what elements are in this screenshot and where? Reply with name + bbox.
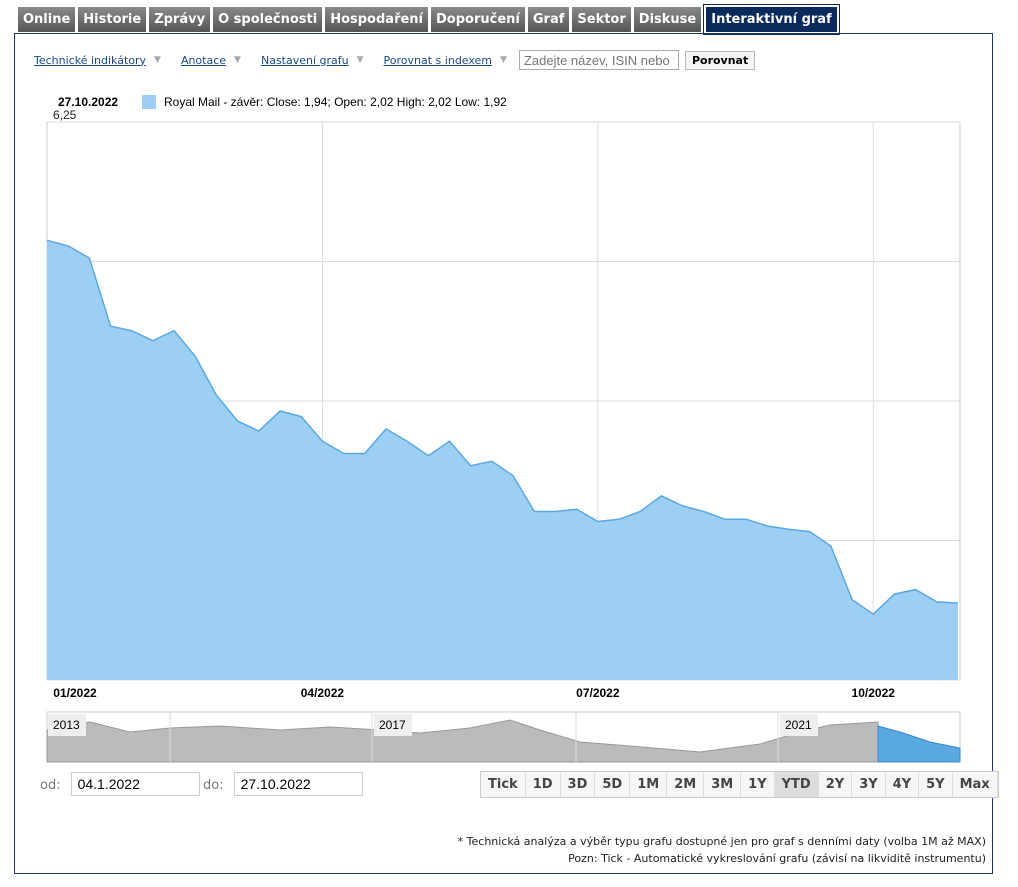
navigator-label: 2013 (53, 718, 80, 732)
tab[interactable]: Zprávy (149, 7, 211, 32)
tab[interactable]: Online (18, 7, 76, 32)
legend-date: 27.10.2022 (58, 95, 118, 109)
from-input[interactable] (70, 772, 200, 796)
tab[interactable]: O společnosti (213, 7, 323, 32)
period-button[interactable]: 1D (525, 772, 561, 797)
period-button[interactable]: YTD (774, 772, 819, 797)
legend-label: Royal Mail - závěr: Close: 1,94; Open: 2… (164, 95, 507, 109)
period-button[interactable]: Tick (481, 772, 526, 797)
period-button[interactable]: 2Y (818, 772, 853, 797)
to-range: do: (203, 772, 363, 796)
tab[interactable]: Sektor (572, 7, 631, 32)
dropdown-arrow: ▼ (500, 55, 507, 65)
tab[interactable]: Diskuse (633, 7, 702, 32)
period-button[interactable]: 3M (704, 772, 742, 797)
period-button[interactable]: 3Y (852, 772, 886, 797)
compare-button[interactable]: Porovnat (684, 50, 756, 70)
tab[interactable]: Doporučení (431, 7, 525, 32)
note: Pozn: Tick - Automatické vykreslování gr… (568, 852, 986, 865)
tabs: Online Historie Zprávy O společnosti Hospoda… (18, 4, 840, 35)
x-tick-label: 10/2022 (852, 686, 896, 700)
navigator-label: 2021 (785, 718, 812, 732)
period-button[interactable]: 5Y (919, 772, 953, 797)
y-tick-label: 6,25 (53, 108, 77, 122)
navigator-label-bg (374, 714, 412, 736)
from-label: od: (40, 778, 61, 793)
period-button[interactable]: 1M (630, 772, 668, 797)
dropdown-arrow: ▼ (234, 55, 241, 65)
navigator-label: 2017 (379, 718, 406, 732)
tab[interactable]: Historie (78, 7, 147, 32)
period-button[interactable]: 2M (667, 772, 705, 797)
panel (14, 33, 993, 874)
to-label: do: (203, 778, 224, 793)
toolbar: Technické indikátory ▼ Anotace ▼ Nastavení g… (34, 50, 756, 70)
line (46, 239, 959, 616)
toolbar-link[interactable]: Technické indikátory (34, 53, 147, 67)
toolbar-link[interactable]: Porovnat s indexem (383, 53, 493, 67)
x-tick-label: 07/2022 (576, 686, 620, 700)
navigator-label-bg (780, 714, 818, 736)
legend-swatch (142, 95, 156, 109)
to-input[interactable] (233, 772, 363, 796)
period-button[interactable]: 5D (595, 772, 631, 797)
navigator-history (46, 719, 879, 763)
toolbar-link[interactable]: Anotace (180, 53, 227, 67)
notes: * Technická analýza a výběr typu grafu d… (458, 833, 986, 867)
period-buttons: Tick 1D 3D 5D 1M 2M 3M 1Y YTD 2Y 3Y 4Y 5Y Max (480, 771, 999, 798)
navigator-label-bg (48, 714, 86, 736)
search-input[interactable] (518, 50, 679, 70)
x-tick-label: 04/2022 (301, 686, 345, 700)
period-button[interactable]: 1Y (741, 772, 775, 797)
tab[interactable]: Graf (527, 7, 570, 32)
period-button[interactable]: 3D (560, 772, 596, 797)
navigator-selection (877, 725, 961, 763)
area (47, 240, 958, 681)
period-button[interactable]: Max (952, 772, 998, 797)
tab[interactable]: Hospodaření (325, 7, 429, 32)
period-button[interactable]: 4Y (885, 772, 920, 797)
dropdown-arrow: ▼ (356, 55, 364, 65)
dropdown-arrow: ▼ (154, 55, 161, 65)
from-range: od: (40, 772, 200, 796)
note: * Technická analýza a výběr typu grafu d… (457, 835, 986, 848)
x-tick-label: 01/2022 (53, 686, 97, 700)
toolbar-link[interactable]: Nastavení grafu (260, 53, 349, 67)
